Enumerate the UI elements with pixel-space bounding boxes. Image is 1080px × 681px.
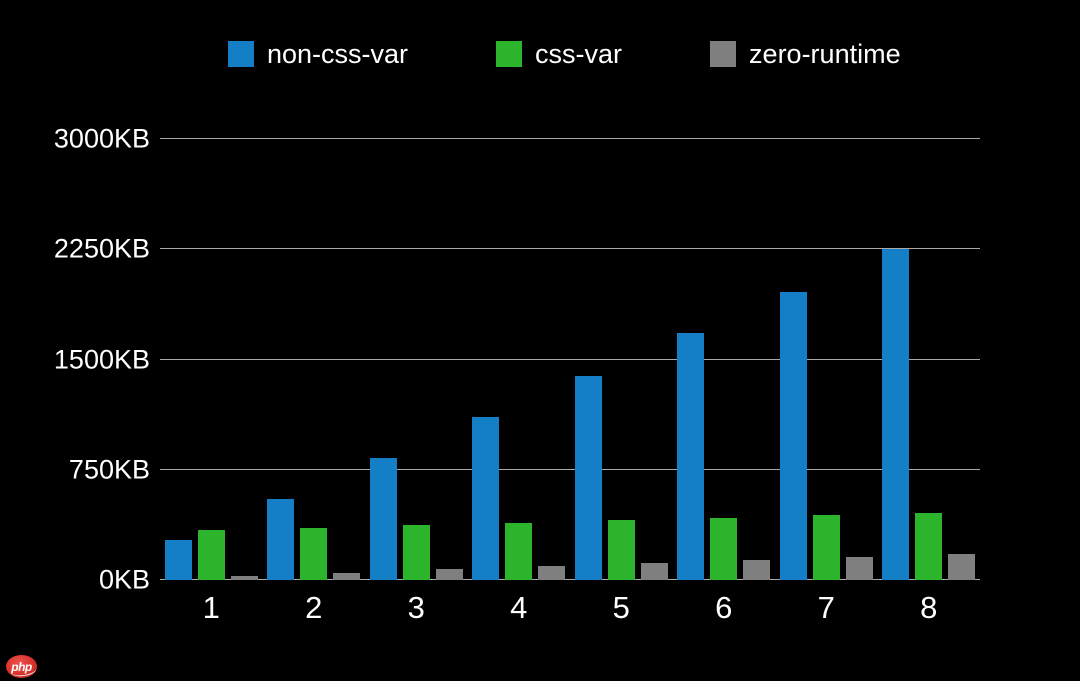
bar-non-css-var-5 <box>574 375 602 580</box>
legend-item-non-css-var: non-css-var <box>228 39 408 70</box>
legend-label: css-var <box>535 38 623 69</box>
bar-css-var-3 <box>402 524 430 580</box>
y-tick-label: 750KB <box>68 454 150 485</box>
bar-non-css-var-8 <box>882 249 910 580</box>
bar-group-6: 6 <box>673 139 776 625</box>
bar-css-var-1 <box>197 530 225 580</box>
bar-group-1: 1 <box>160 139 263 625</box>
bar-group-4: 4 <box>468 139 571 625</box>
x-tick-label: 5 <box>612 590 630 625</box>
x-tick-label: 7 <box>817 590 835 625</box>
bar-non-css-var-4 <box>472 416 500 580</box>
bar-zero-runtime-1 <box>230 576 258 580</box>
x-tick-label: 6 <box>715 590 733 625</box>
gridline-0 <box>160 579 980 580</box>
legend-label: zero-runtime <box>749 38 901 69</box>
bar-css-var-2 <box>300 527 328 580</box>
legend-swatch-css-var-icon <box>496 41 523 67</box>
y-axis: 0KB 750KB 1500KB 2250KB 3000KB <box>0 124 150 595</box>
bar-non-css-var-7 <box>779 291 807 580</box>
bar-groups: 1 2 3 4 5 6 7 8 <box>160 139 981 625</box>
bar-non-css-var-2 <box>267 499 295 580</box>
gridline-750 <box>160 468 980 470</box>
bar-zero-runtime-6 <box>743 560 771 580</box>
x-tick-label: 3 <box>407 590 425 625</box>
bar-group-3: 3 <box>365 139 468 625</box>
gridline-3000 <box>160 138 980 139</box>
bar-zero-runtime-8 <box>948 554 976 580</box>
bar-group-8: 8 <box>878 139 981 625</box>
bar-non-css-var-3 <box>369 458 397 580</box>
x-tick-label: 8 <box>920 590 938 625</box>
bar-zero-runtime-7 <box>845 557 873 580</box>
bar-zero-runtime-3 <box>435 568 463 580</box>
legend-swatch-zero-runtime-icon <box>710 41 737 67</box>
plot-area: 1 2 3 4 5 6 7 8 <box>160 138 981 625</box>
bar-css-var-8 <box>915 513 943 580</box>
y-tick-label: 0KB <box>98 564 150 595</box>
bar-zero-runtime-5 <box>640 563 668 580</box>
bar-zero-runtime-4 <box>538 566 566 580</box>
gridline-2250 <box>160 248 980 250</box>
legend: non-css-var css-var zero-runtime <box>228 38 901 70</box>
bar-group-5: 5 <box>570 139 673 625</box>
bar-group-7: 7 <box>775 139 878 625</box>
bar-css-var-4 <box>505 523 533 580</box>
bar-zero-runtime-2 <box>333 572 361 580</box>
bar-css-var-7 <box>812 515 840 580</box>
php-logo-label: php <box>11 659 32 674</box>
y-tick-label: 1500KB <box>53 344 150 374</box>
x-tick-label: 4 <box>510 590 528 625</box>
x-tick-label: 1 <box>202 590 220 625</box>
legend-item-css-var: css-var <box>496 39 622 70</box>
legend-label: non-css-var <box>267 38 409 69</box>
bar-non-css-var-6 <box>677 333 705 580</box>
bar-non-css-var-1 <box>164 540 192 580</box>
y-tick-label: 2250KB <box>53 233 150 264</box>
php-watermark-logo: php <box>6 655 37 678</box>
bar-css-var-5 <box>607 520 635 580</box>
y-tick-label: 3000KB <box>53 123 150 154</box>
gridline-1500 <box>160 358 980 360</box>
x-tick-label: 2 <box>305 590 323 625</box>
legend-item-zero-runtime: zero-runtime <box>710 39 901 70</box>
legend-swatch-non-css-var-icon <box>228 41 254 67</box>
bar-group-2: 2 <box>263 139 366 625</box>
bar-css-var-6 <box>710 517 738 580</box>
